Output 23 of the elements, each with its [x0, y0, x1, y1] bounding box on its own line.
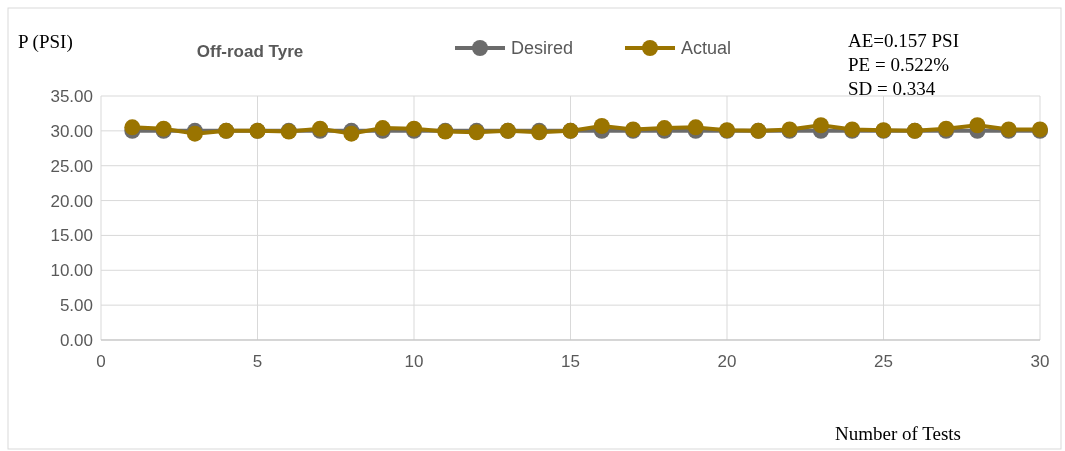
legend-label: Actual: [681, 38, 732, 59]
y-axis-title: P (PSI): [18, 31, 73, 53]
chart-title: Off-road Tyre: [196, 42, 304, 61]
x-tick-label: 10: [404, 352, 424, 371]
y-tick-label: 0.00: [59, 330, 93, 350]
y-tick-label: 10.00: [50, 261, 93, 281]
text: PE = 0.522%: [848, 54, 950, 75]
y-tick-label: 15.00: [50, 226, 93, 246]
annotation: SD = 0.334: [848, 78, 936, 99]
y-tick-label: 20.00: [50, 191, 93, 211]
x-axis-title: Number of Tests: [834, 423, 962, 444]
x-tick-label: 15: [561, 352, 580, 371]
x-tick-label: 20: [717, 352, 737, 371]
y-tick-label: 25.00: [50, 156, 93, 176]
x-tick-label: 0: [96, 352, 106, 371]
x-tick-label: 5: [252, 352, 263, 371]
y-tick-label: 30.00: [50, 121, 93, 141]
x-tick-label: 25: [874, 352, 893, 371]
text: AE=0.157 PSI: [848, 30, 960, 51]
y-tick-label: 35.00: [50, 86, 93, 106]
x-tick-label: 30: [1030, 352, 1050, 371]
y-tick-label: 5.00: [59, 296, 93, 316]
legend-label: Desired: [511, 38, 574, 59]
